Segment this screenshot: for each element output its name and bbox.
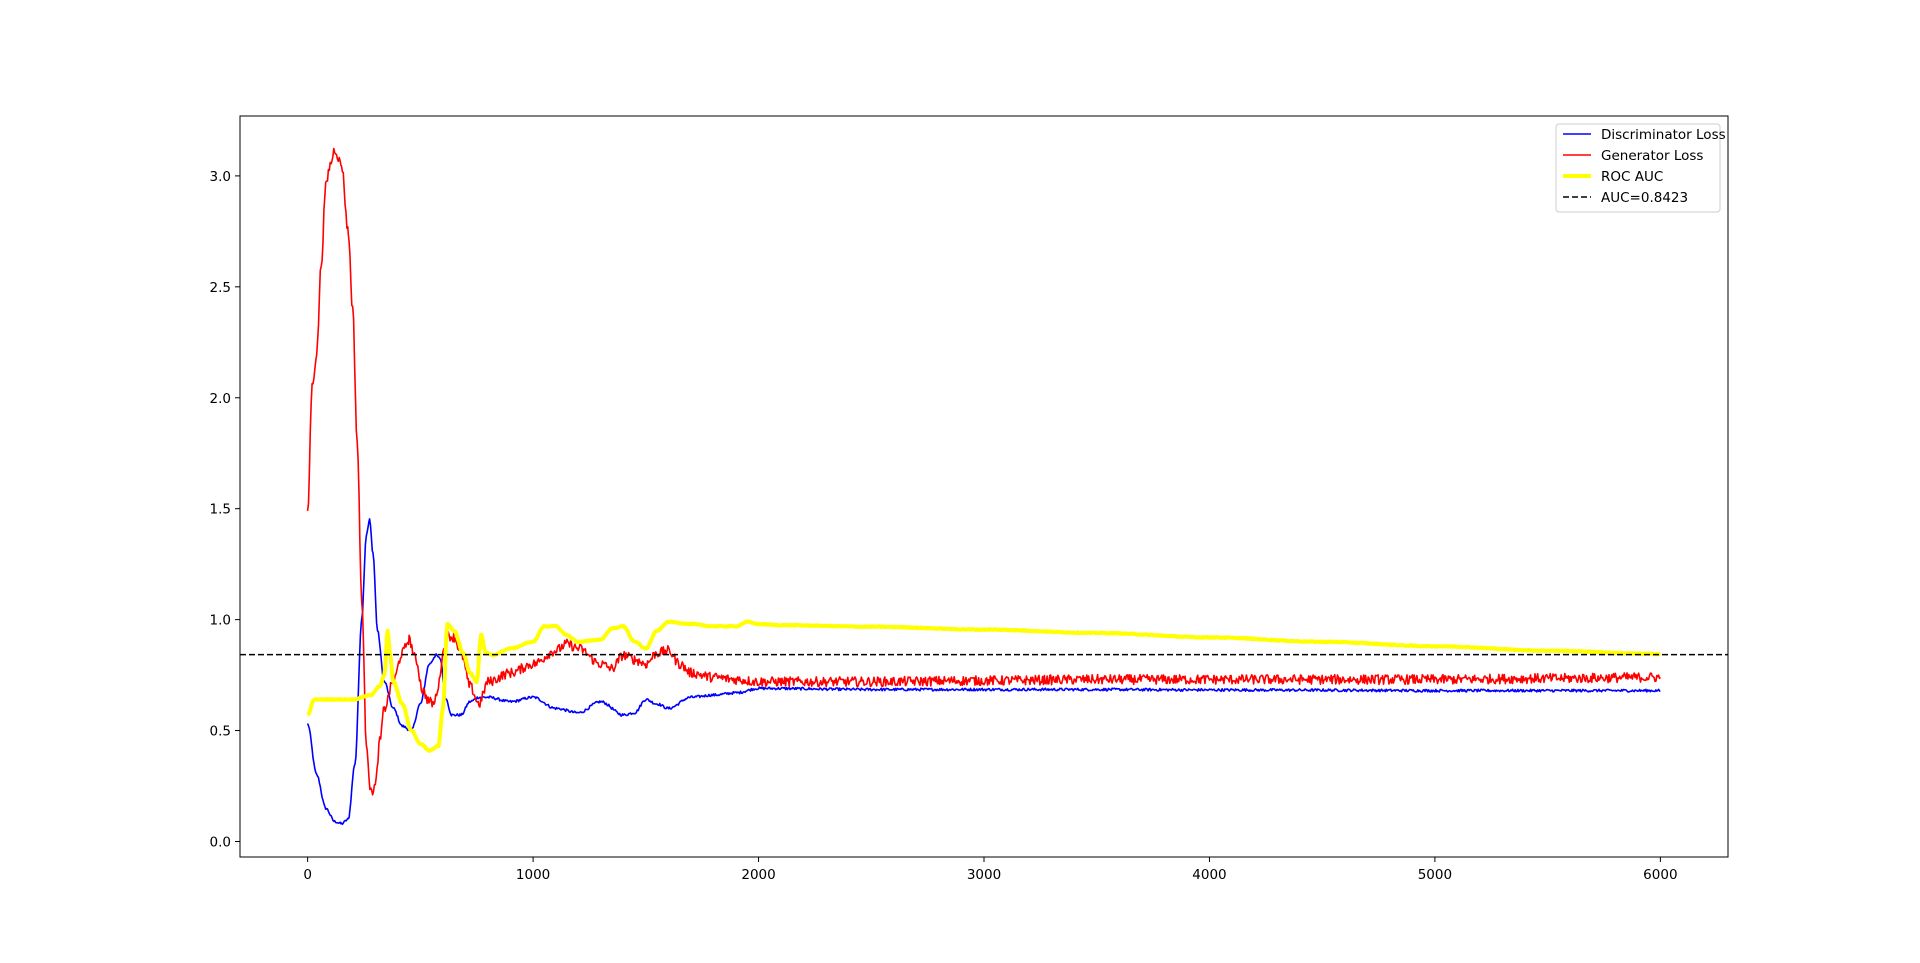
y-tick: 1.0 <box>210 613 240 629</box>
y-tick: 0.5 <box>210 724 240 740</box>
x-tick: 6000 <box>1643 857 1678 883</box>
series-line-discriminator-loss <box>306 518 1661 825</box>
legend-label: Generator Loss <box>1601 148 1703 164</box>
legend-box <box>1555 123 1721 213</box>
x-tick-label: 2000 <box>741 867 775 883</box>
legend-entry: Discriminator Loss <box>1563 127 1726 143</box>
x-tick: 1000 <box>516 857 550 883</box>
y-tick-label: 0.5 <box>210 724 231 740</box>
legend-entry: Generator Loss <box>1563 148 1703 164</box>
x-tick: 3000 <box>967 857 1001 883</box>
x-tick-label: 0 <box>303 867 312 883</box>
x-tick: 4000 <box>1192 857 1227 883</box>
legend-entry: ROC AUC <box>1563 169 1663 185</box>
series-line-roc-auc <box>306 619 1662 753</box>
x-tick-label: 3000 <box>967 867 1001 883</box>
x-tick-label: 1000 <box>516 867 550 883</box>
legend-entry: AUC=0.8423 <box>1563 190 1688 206</box>
series-line-generator-loss <box>306 147 1661 796</box>
x-tick-label: 5000 <box>1418 867 1452 883</box>
y-tick: 1.5 <box>210 502 240 518</box>
y-tick-label: 3.0 <box>210 169 231 185</box>
legend-label: ROC AUC <box>1601 169 1663 185</box>
y-tick-label: 2.0 <box>210 391 231 407</box>
legend-label: AUC=0.8423 <box>1601 190 1688 206</box>
y-tick: 0.0 <box>210 834 240 850</box>
x-tick: 0 <box>303 857 312 883</box>
y-tick-label: 0.0 <box>210 834 231 850</box>
legend: Discriminator Loss Generator Loss ROC AU… <box>1555 123 1726 213</box>
x-axis: 0 1000 2000 3000 4000 5000 6000 <box>303 857 1678 883</box>
x-tick-label: 6000 <box>1643 867 1677 883</box>
y-tick-label: 1.5 <box>210 502 231 518</box>
y-tick: 2.5 <box>210 280 240 296</box>
x-tick-label: 4000 <box>1192 867 1226 883</box>
y-tick: 2.0 <box>210 391 240 407</box>
x-tick: 2000 <box>741 857 776 883</box>
legend-label: Discriminator Loss <box>1601 127 1726 143</box>
x-tick: 5000 <box>1418 857 1452 883</box>
y-tick: 3.0 <box>210 169 240 185</box>
y-tick-label: 2.5 <box>210 280 231 296</box>
y-axis: 0.0 0.5 1.0 1.5 2.0 2.5 3.0 <box>210 169 240 850</box>
y-tick-label: 1.0 <box>210 613 231 629</box>
series-layer <box>240 147 1728 825</box>
